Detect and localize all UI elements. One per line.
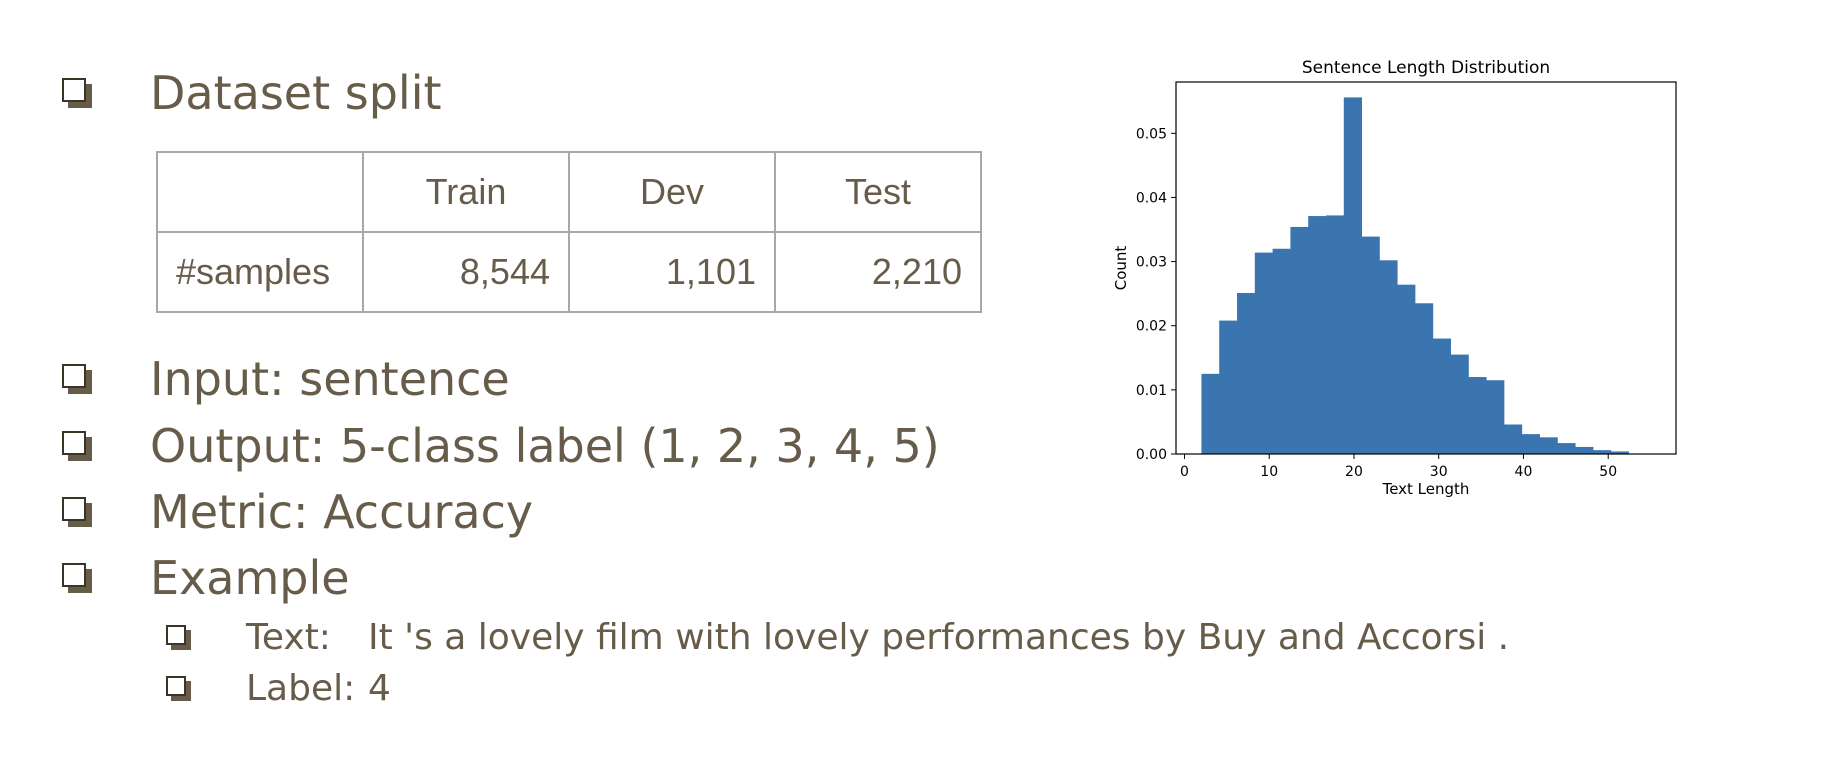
x-tick-label: 0	[1180, 464, 1189, 480]
bullet-output: Output: 5-class label (1, 2, 3, 4, 5)	[150, 419, 940, 473]
histogram-bar	[1272, 248, 1291, 454]
example-text-value: It 's a lovely film with lovely performa…	[368, 617, 1510, 658]
histogram-bar	[1610, 451, 1629, 454]
histogram-bar	[1486, 380, 1505, 454]
histogram-bar	[1379, 260, 1398, 454]
x-tick-label: 20	[1345, 464, 1363, 480]
histogram-bars	[1201, 97, 1629, 455]
plot-frame	[1175, 81, 1677, 455]
histogram-bar	[1432, 338, 1451, 454]
table-header-row: Train Dev Test	[156, 151, 982, 233]
y-axis-ticks: 0.00 0.01 0.02 0.03 0.04 0.05	[1136, 126, 1176, 463]
x-axis-label: Text Length	[1382, 480, 1470, 498]
histogram-bar	[1521, 434, 1540, 454]
histogram-bar	[1201, 373, 1220, 454]
y-tick-label: 0.03	[1136, 255, 1167, 271]
bullet-icon	[62, 78, 92, 108]
table-header-cell	[156, 151, 364, 233]
y-tick-label: 0.01	[1136, 383, 1167, 399]
histogram-bar	[1254, 252, 1274, 454]
table-row: #samples 8,544 1,101 2,210	[156, 231, 982, 313]
histogram-bar	[1237, 293, 1256, 454]
y-tick-label: 0.00	[1136, 447, 1167, 463]
table-cell: 1,101	[568, 231, 776, 313]
x-tick-label: 30	[1430, 464, 1448, 480]
histogram-bar	[1326, 215, 1345, 454]
example-label-label: Label:	[246, 668, 356, 709]
bullet-icon	[62, 364, 92, 394]
bullet-example: Example	[150, 551, 350, 605]
x-tick-label: 50	[1599, 464, 1617, 480]
histogram-bar	[1592, 450, 1612, 454]
histogram-bar	[1450, 354, 1469, 454]
example-label-value: 4	[368, 668, 391, 709]
sentence-length-histogram: Sentence Length Distribution 0 10 20 30 40 50…	[1112, 58, 1677, 498]
y-tick-label: 0.05	[1136, 126, 1167, 142]
histogram-bar	[1468, 377, 1487, 454]
histogram-bar	[1290, 226, 1309, 454]
y-tick-label: 0.04	[1136, 190, 1167, 206]
bullet-input: Input: sentence	[150, 352, 510, 406]
histogram-bar	[1397, 284, 1416, 454]
histogram-bar	[1539, 437, 1558, 454]
bullet-dataset-split: Dataset split	[150, 66, 442, 120]
sub-bullet-icon	[166, 676, 191, 701]
bullet-metric: Metric: Accuracy	[150, 485, 534, 539]
dataset-split-table: Train Dev Test #samples 8,544 1,101 2,21…	[156, 151, 982, 313]
table-header-cell: Dev	[568, 151, 776, 233]
table-header-cell: Test	[774, 151, 982, 233]
chart-title: Sentence Length Distribution	[1302, 58, 1550, 78]
x-axis-ticks: 0 10 20 30 40 50	[1180, 454, 1617, 480]
table-header-cell: Train	[362, 151, 570, 233]
table-row-label: #samples	[156, 231, 364, 313]
x-tick-label: 40	[1515, 464, 1533, 480]
histogram-bar	[1503, 424, 1523, 454]
histogram-bar	[1343, 97, 1362, 455]
table-cell: 8,544	[362, 231, 570, 313]
bullet-icon	[62, 563, 92, 593]
histogram-bar	[1361, 236, 1380, 454]
bullet-icon	[62, 497, 92, 527]
y-axis-label: Count	[1112, 246, 1130, 291]
histogram-bar	[1575, 446, 1594, 454]
sub-bullet-icon	[166, 625, 191, 650]
example-text-label: Text:	[246, 617, 331, 658]
x-tick-label: 10	[1260, 464, 1278, 480]
histogram-bar	[1308, 216, 1327, 454]
table-cell: 2,210	[774, 231, 982, 313]
histogram-bar	[1414, 303, 1434, 454]
histogram-bar	[1557, 443, 1576, 454]
bullet-icon	[62, 431, 92, 461]
y-tick-label: 0.02	[1136, 319, 1167, 335]
histogram-bar	[1219, 320, 1238, 454]
